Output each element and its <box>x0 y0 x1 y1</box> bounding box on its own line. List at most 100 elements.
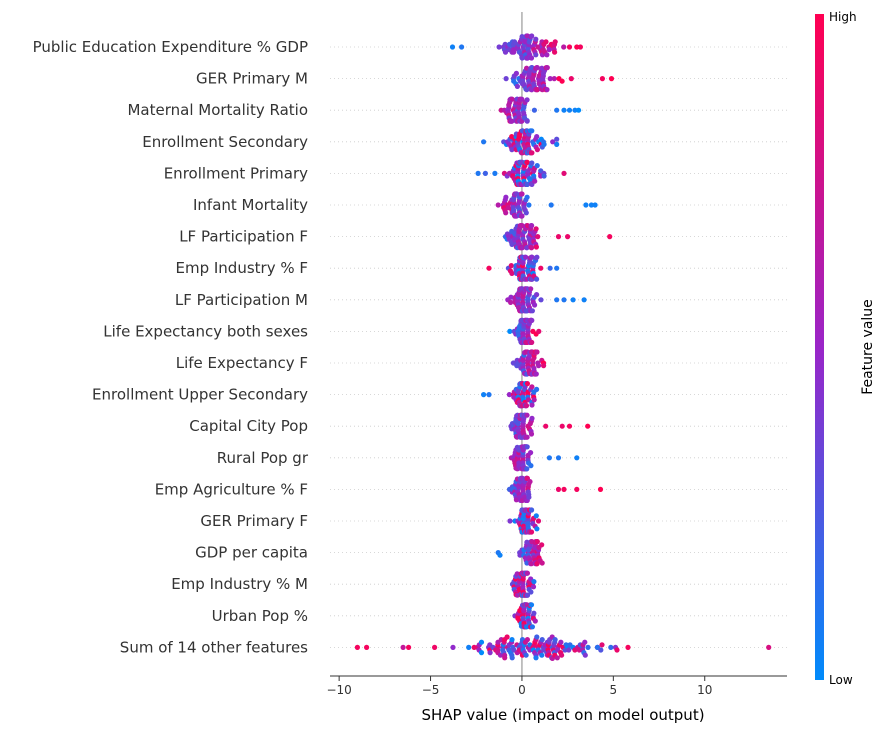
shap-point <box>529 308 536 314</box>
shap-point <box>533 226 539 232</box>
shap-point <box>528 463 534 469</box>
shap-point <box>466 644 472 651</box>
shap-point <box>566 423 573 429</box>
shap-point <box>528 450 534 456</box>
shap-point <box>508 299 514 305</box>
shap-point <box>482 170 488 176</box>
shap-point <box>524 381 531 387</box>
shap-point <box>592 202 598 208</box>
shap-point <box>554 265 560 271</box>
shap-point <box>536 363 542 369</box>
shap-point <box>524 159 530 165</box>
shap-point <box>570 297 576 303</box>
shap-point <box>449 44 456 50</box>
shap-point <box>554 655 560 661</box>
shap-point <box>552 49 558 55</box>
shap-point <box>529 254 535 260</box>
shap-point <box>531 579 537 585</box>
shap-point <box>519 191 525 197</box>
shap-point <box>529 339 535 345</box>
shap-point <box>509 118 515 124</box>
shap-point <box>523 403 530 409</box>
shap-point <box>509 637 515 643</box>
feature-label: Infant Mortality <box>193 196 308 214</box>
shap-point <box>547 265 553 271</box>
shap-point <box>529 33 535 39</box>
shap-point <box>539 560 545 566</box>
shap-point <box>554 136 560 142</box>
x-tick-label: 0 <box>518 683 526 697</box>
shap-point <box>582 639 588 645</box>
shap-point <box>566 647 572 653</box>
shap-point <box>528 561 535 567</box>
colorbar-low-label: Low <box>829 673 853 687</box>
shap-point <box>599 76 606 82</box>
shap-point <box>529 128 535 134</box>
shap-point <box>539 542 545 548</box>
shap-point <box>534 134 540 140</box>
x-axis: −10 −5 0 5 10 <box>326 675 787 697</box>
shap-point <box>598 647 604 653</box>
shap-point <box>543 39 549 45</box>
feature-label: GDP per capita <box>195 544 308 562</box>
shap-point <box>528 589 534 595</box>
shap-point <box>524 181 531 187</box>
shap-point <box>534 292 540 298</box>
feature-label: Maternal Mortality Ratio <box>127 101 308 119</box>
shap-point <box>533 655 539 661</box>
shap-point <box>535 234 541 240</box>
shap-point <box>561 107 567 113</box>
shap-point <box>585 644 591 651</box>
shap-point <box>487 650 493 656</box>
shap-point <box>524 592 531 598</box>
shap-point <box>550 139 556 145</box>
shap-point <box>576 107 582 113</box>
shap-point <box>555 486 562 492</box>
shap-point <box>526 202 532 208</box>
shap-point <box>526 494 532 500</box>
x-tick-label: 10 <box>697 683 712 697</box>
shap-point <box>534 634 540 640</box>
shap-point <box>528 55 535 61</box>
shap-point <box>559 423 565 429</box>
shap-point <box>478 639 485 645</box>
shap-point <box>507 328 513 334</box>
shap-point <box>561 486 567 492</box>
shap-point <box>481 139 487 145</box>
shap-point <box>574 486 580 492</box>
shap-point <box>523 254 529 260</box>
feature-label: Public Education Expenditure % GDP <box>33 38 308 56</box>
beeswarm-points <box>354 33 772 662</box>
shap-point <box>532 618 538 624</box>
colorbar-title: Feature value <box>860 299 876 395</box>
feature-labels: Public Education Expenditure % GDP GER Pr… <box>33 38 309 656</box>
shap-point <box>432 644 438 651</box>
x-axis-title: SHAP value (impact on model output) <box>421 706 704 724</box>
shap-point <box>555 455 562 461</box>
shap-point <box>533 371 539 377</box>
shap-point <box>554 141 560 147</box>
shap-point <box>514 83 521 89</box>
shap-point <box>547 76 553 82</box>
shap-point <box>511 49 517 55</box>
shap-point <box>400 644 406 651</box>
shap-point <box>504 634 510 640</box>
shap-point <box>507 518 513 524</box>
shap-point <box>509 270 515 276</box>
shap-point <box>532 302 538 308</box>
feature-label: Enrollment Secondary <box>142 133 308 151</box>
shap-point <box>529 507 535 513</box>
shap-point <box>523 652 529 658</box>
shap-point <box>354 644 360 651</box>
shap-point <box>574 455 580 461</box>
shap-point <box>529 317 535 323</box>
shap-point <box>536 328 542 334</box>
shap-point <box>543 423 549 429</box>
feature-label: Capital City Pop <box>189 417 308 435</box>
shap-point <box>565 234 571 240</box>
shap-point <box>534 526 540 532</box>
shap-point <box>566 44 573 50</box>
shap-point <box>554 107 560 113</box>
shap-point <box>492 170 498 176</box>
shap-point <box>534 349 540 355</box>
